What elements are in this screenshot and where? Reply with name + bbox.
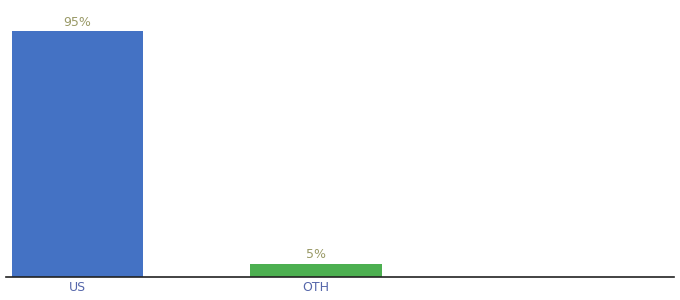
Text: 95%: 95% (63, 16, 91, 29)
Bar (250, 264, 381, 277)
Text: 5%: 5% (306, 248, 326, 261)
Bar (12, 32, 143, 277)
